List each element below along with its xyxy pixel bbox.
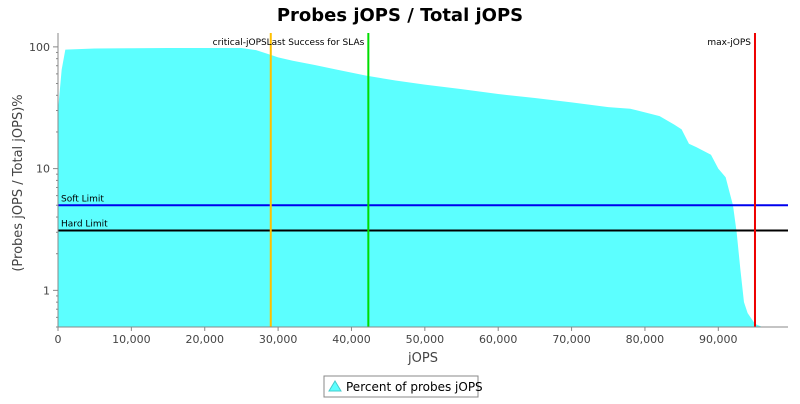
x-tick-label: 90,000 — [699, 333, 738, 346]
series-area-0 — [58, 47, 788, 327]
x-tick-label: 50,000 — [406, 333, 445, 346]
v-marker-label-0: critical-jOPS — [213, 38, 267, 48]
x-tick-label: 0 — [55, 333, 62, 346]
x-tick-label: 20,000 — [185, 333, 224, 346]
y-tick-label: 100 — [29, 41, 50, 54]
legend-swatch-0 — [328, 380, 342, 392]
legend: Percent of probes jOPS — [323, 375, 483, 398]
x-tick-label: 30,000 — [259, 333, 298, 346]
v-marker-label-1: Last Success for SLAs — [267, 38, 365, 48]
y-axis-label: (Probes jOPS / Total jOPS)% — [11, 94, 26, 271]
h-marker-label-0: Soft Limit — [61, 194, 104, 204]
y-tick-label: 10 — [36, 163, 50, 176]
legend-box — [323, 375, 479, 398]
x-tick-label: 70,000 — [552, 333, 591, 346]
h-marker-label-1: Hard Limit — [61, 220, 108, 230]
x-tick-label: 80,000 — [626, 333, 665, 346]
x-tick-label: 10,000 — [112, 333, 151, 346]
x-tick-label: 40,000 — [332, 333, 371, 346]
v-marker-label-2: max-jOPS — [707, 38, 751, 48]
chart-title: Probes jOPS / Total jOPS — [277, 5, 523, 26]
x-tick-label: 60,000 — [479, 333, 518, 346]
x-axis-label: jOPS — [407, 351, 438, 366]
legend-label-0: Percent of probes jOPS — [346, 380, 483, 394]
y-tick-label: 1 — [43, 284, 50, 297]
